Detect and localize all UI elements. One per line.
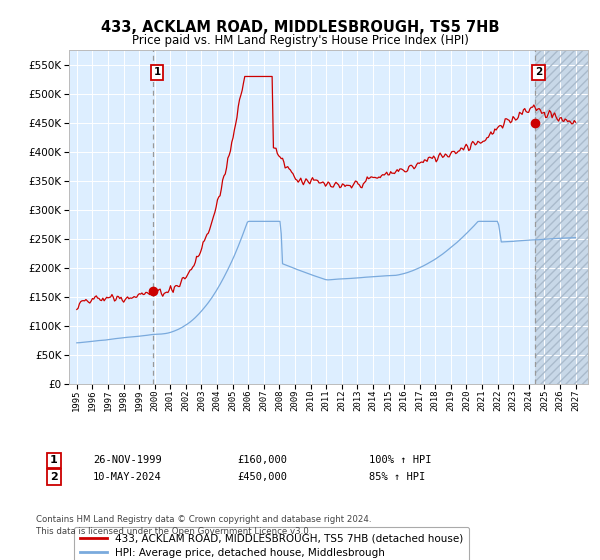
Text: 2: 2: [535, 67, 542, 77]
Text: 433, ACKLAM ROAD, MIDDLESBROUGH, TS5 7HB: 433, ACKLAM ROAD, MIDDLESBROUGH, TS5 7HB: [101, 20, 499, 35]
Text: 26-NOV-1999: 26-NOV-1999: [93, 455, 162, 465]
Text: 1: 1: [50, 455, 58, 465]
Text: £450,000: £450,000: [237, 472, 287, 482]
Text: 10-MAY-2024: 10-MAY-2024: [93, 472, 162, 482]
Text: £160,000: £160,000: [237, 455, 287, 465]
Text: 85% ↑ HPI: 85% ↑ HPI: [369, 472, 425, 482]
Text: Price paid vs. HM Land Registry's House Price Index (HPI): Price paid vs. HM Land Registry's House …: [131, 34, 469, 46]
Text: 2: 2: [50, 472, 58, 482]
Bar: [535, 50, 588, 384]
Text: This data is licensed under the Open Government Licence v3.0.: This data is licensed under the Open Gov…: [36, 528, 311, 536]
Bar: [535, 50, 588, 384]
Text: 100% ↑ HPI: 100% ↑ HPI: [369, 455, 431, 465]
Legend: 433, ACKLAM ROAD, MIDDLESBROUGH, TS5 7HB (detached house), HPI: Average price, d: 433, ACKLAM ROAD, MIDDLESBROUGH, TS5 7HB…: [74, 527, 469, 560]
Text: 1: 1: [154, 67, 161, 77]
Text: Contains HM Land Registry data © Crown copyright and database right 2024.: Contains HM Land Registry data © Crown c…: [36, 515, 371, 524]
